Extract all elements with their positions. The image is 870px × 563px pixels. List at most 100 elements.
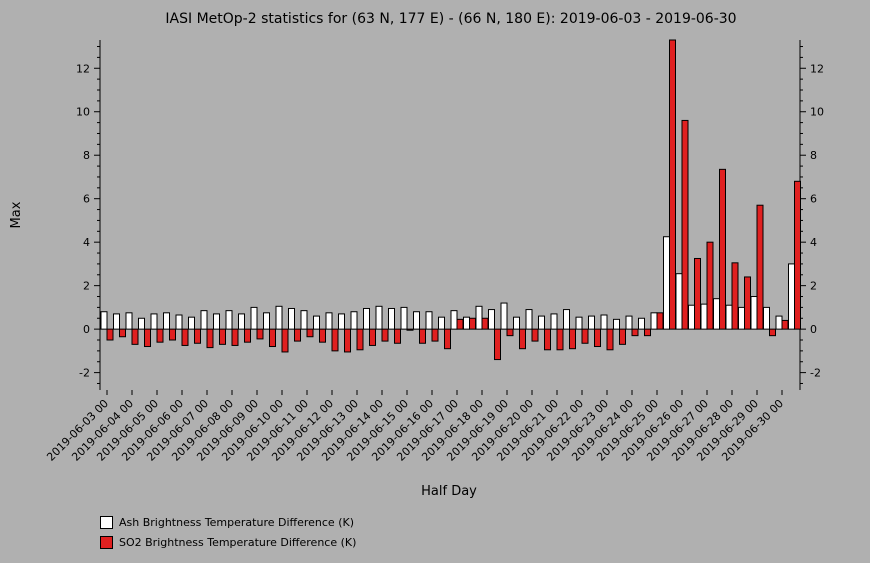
bar-ash — [775, 315, 783, 330]
legend-item-so2: SO2 Brightness Temperature Difference (K… — [100, 532, 356, 552]
chart-title: IASI MetOp-2 statistics for (63 N, 177 E… — [165, 11, 736, 27]
bar-ash — [688, 304, 695, 330]
bar-ash — [163, 312, 170, 330]
bar-ash — [575, 316, 583, 330]
bar-ash — [175, 314, 183, 330]
y-tick-label-left: 6 — [83, 193, 90, 206]
y-tick-label-left: 8 — [83, 149, 90, 162]
bar-ash — [288, 307, 295, 330]
bar-so2 — [144, 328, 151, 348]
bar-so2 — [531, 328, 539, 342]
y-tick-label-right: 12 — [810, 62, 824, 75]
bar-so2 — [569, 328, 576, 350]
bar-ash — [625, 315, 633, 330]
y-tick-label-right: 4 — [810, 236, 817, 249]
bar-ash — [363, 307, 370, 330]
bar-so2 — [156, 328, 164, 343]
bar-so2 — [381, 328, 389, 342]
bar-so2 — [744, 276, 751, 330]
y-tick-label-left: -2 — [79, 367, 90, 380]
bar-ash — [738, 306, 745, 330]
bar-so2 — [319, 328, 326, 343]
y-tick-label-right: 0 — [810, 323, 817, 336]
y-tick-label-left: 10 — [76, 106, 90, 119]
bar-ash — [200, 310, 208, 330]
bar-ash — [538, 315, 545, 330]
bar-so2 — [556, 328, 564, 351]
y-tick-label-left: 4 — [83, 236, 90, 249]
bar-ash — [225, 310, 233, 330]
bar-ash — [188, 316, 195, 330]
bar-so2 — [794, 180, 801, 330]
y-tick-label-right: 2 — [810, 280, 817, 293]
bar-ash — [588, 315, 595, 330]
bar-so2 — [756, 204, 764, 330]
bar-ash — [313, 315, 320, 330]
bar-so2 — [781, 319, 789, 330]
bar-so2 — [431, 328, 439, 342]
bar-ash — [100, 311, 108, 330]
bar-so2 — [206, 328, 214, 349]
bar-ash — [388, 307, 395, 330]
bar-ash — [300, 310, 308, 330]
legend-swatch-ash — [100, 515, 113, 529]
bar-so2 — [244, 328, 251, 343]
legend-label-ash: Ash Brightness Temperature Difference (K… — [119, 515, 354, 529]
bar-ash — [488, 309, 495, 330]
bar-ash — [713, 298, 720, 330]
y-tick-label-left: 0 — [83, 323, 90, 336]
bar-so2 — [331, 328, 339, 352]
bar-so2 — [181, 328, 189, 346]
bar-so2 — [231, 328, 239, 346]
bar-so2 — [306, 328, 314, 338]
bar-ash — [750, 296, 758, 330]
bar-so2 — [681, 119, 689, 330]
bar-so2 — [694, 257, 701, 330]
bar-ash — [475, 305, 483, 330]
y-tick-label-right: 6 — [810, 193, 817, 206]
bar-ash — [513, 316, 520, 330]
bar-so2 — [131, 328, 139, 345]
bar-ash — [550, 313, 558, 330]
bar-ash — [663, 236, 670, 330]
x-axis-label: Half Day — [421, 484, 477, 499]
bar-ash — [238, 313, 245, 330]
bar-ash — [150, 313, 158, 330]
legend-item-ash: Ash Brightness Temperature Difference (K… — [100, 512, 356, 532]
bar-ash — [375, 305, 383, 330]
bar-ash — [563, 309, 570, 330]
bar-ash — [250, 306, 258, 330]
legend-label-so2: SO2 Brightness Temperature Difference (K… — [119, 535, 357, 549]
bar-so2 — [444, 328, 451, 350]
bar-so2 — [594, 328, 601, 348]
bar-so2 — [356, 328, 364, 351]
bar-so2 — [656, 312, 664, 330]
bar-ash — [675, 273, 683, 330]
bar-ash — [125, 312, 133, 330]
bar-ash — [425, 311, 433, 330]
bar-so2 — [769, 328, 776, 337]
bar-ash — [613, 318, 620, 330]
bar-so2 — [419, 328, 426, 344]
bar-so2 — [406, 328, 414, 331]
bar-so2 — [169, 328, 176, 341]
bar-so2 — [719, 168, 726, 330]
bar-so2 — [644, 328, 651, 337]
bar-so2 — [731, 262, 739, 330]
bar-so2 — [469, 317, 476, 330]
bar-ash — [450, 310, 458, 330]
y-tick-label-left: 2 — [83, 280, 90, 293]
bar-so2 — [269, 328, 276, 348]
bar-so2 — [481, 317, 489, 330]
bar-ash — [788, 263, 795, 330]
bar-ash — [600, 314, 608, 330]
bar-ash — [650, 312, 658, 330]
bar-so2 — [106, 328, 114, 341]
bar-so2 — [619, 328, 626, 345]
bar-ash — [275, 305, 283, 330]
bar-ash — [400, 306, 408, 330]
bar-so2 — [494, 328, 501, 361]
y-tick-label-right: 10 — [810, 106, 824, 119]
bar-ash — [350, 311, 358, 330]
